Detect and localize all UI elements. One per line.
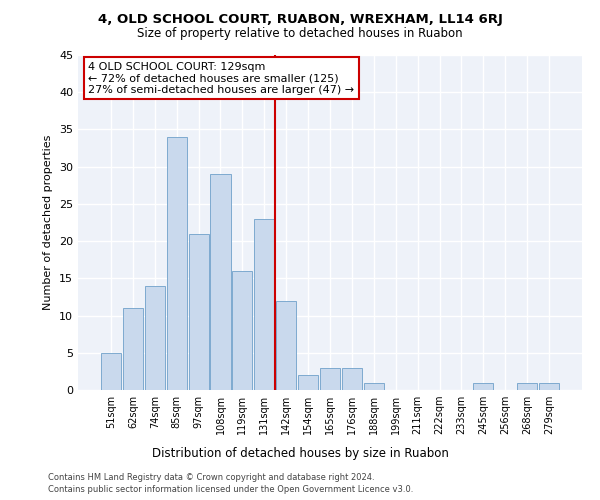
Bar — [254, 219, 274, 390]
Text: Size of property relative to detached houses in Ruabon: Size of property relative to detached ho… — [137, 28, 463, 40]
Bar — [473, 382, 493, 390]
Bar — [232, 271, 253, 390]
Text: Contains public sector information licensed under the Open Government Licence v3: Contains public sector information licen… — [48, 485, 413, 494]
Text: Distribution of detached houses by size in Ruabon: Distribution of detached houses by size … — [152, 448, 448, 460]
Bar — [517, 382, 537, 390]
Bar — [320, 368, 340, 390]
Bar — [188, 234, 209, 390]
Bar — [539, 382, 559, 390]
Bar — [123, 308, 143, 390]
Text: Contains HM Land Registry data © Crown copyright and database right 2024.: Contains HM Land Registry data © Crown c… — [48, 472, 374, 482]
Y-axis label: Number of detached properties: Number of detached properties — [43, 135, 53, 310]
Bar — [145, 286, 165, 390]
Bar — [298, 375, 318, 390]
Bar — [167, 137, 187, 390]
Text: 4 OLD SCHOOL COURT: 129sqm
← 72% of detached houses are smaller (125)
27% of sem: 4 OLD SCHOOL COURT: 129sqm ← 72% of deta… — [88, 62, 354, 95]
Bar — [101, 353, 121, 390]
Bar — [276, 300, 296, 390]
Bar — [342, 368, 362, 390]
Text: 4, OLD SCHOOL COURT, RUABON, WREXHAM, LL14 6RJ: 4, OLD SCHOOL COURT, RUABON, WREXHAM, LL… — [98, 12, 502, 26]
Bar — [211, 174, 230, 390]
Bar — [364, 382, 384, 390]
